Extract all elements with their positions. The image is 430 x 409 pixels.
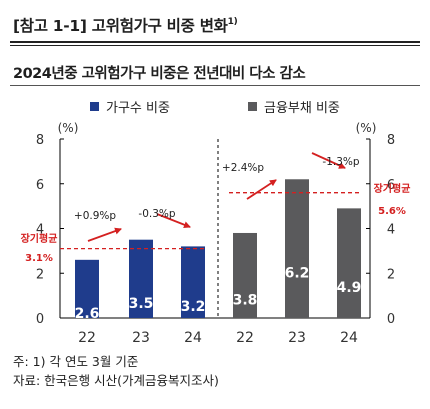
left-y-tick-label: 6: [36, 178, 44, 193]
chart-subtitle: 2024년중 고위험가구 비중은 전년대비 다소 감소: [13, 66, 306, 82]
x-tick-label: 24: [340, 330, 358, 346]
footnote: 주: 1) 각 연도 3월 기준: [13, 354, 139, 369]
x-tick-label: 22: [236, 330, 254, 346]
change-label: +2.4%p: [222, 162, 264, 174]
source-note: 자료: 한국은행 시산(가계금융복지조사): [13, 373, 219, 388]
legend-label-households: 가구수 비중: [106, 101, 170, 116]
long-term-average-value: 3.1%: [25, 253, 53, 264]
increase-arrow: [87, 227, 122, 242]
right-y-tick-label: 4: [387, 223, 395, 238]
bar-value-label: 3.5: [129, 296, 154, 312]
change-label: +0.9%p: [74, 210, 116, 222]
left-y-tick-label: 2: [36, 267, 44, 282]
legend-debt: 금융부채 비중: [248, 97, 340, 116]
left-y-tick-label: 0: [36, 312, 44, 327]
legend-swatch-gray: [248, 102, 257, 111]
title-rule-thin: [10, 45, 420, 46]
right-y-tick-label: 8: [387, 133, 395, 148]
left-axis-unit: (%): [58, 121, 79, 135]
right-y-tick-label: 2: [387, 267, 395, 282]
subtitle-rule: [10, 85, 420, 86]
long-term-average-value: 5.6%: [378, 206, 406, 217]
bar-value-label: 2.6: [75, 306, 100, 322]
right-y-tick-label: 0: [387, 312, 395, 327]
legend-swatch-blue: [90, 102, 99, 111]
bar-debt-24: [337, 208, 361, 318]
bar-households-23: [129, 239, 153, 318]
x-tick-label: 23: [288, 330, 306, 346]
bar-households-24: [181, 246, 205, 318]
bar-value-label: 6.2: [285, 266, 310, 282]
title-rule-thick: [10, 41, 420, 43]
decrease-arrow: [311, 152, 346, 169]
bar-debt-22: [233, 232, 257, 318]
right-y-tick-label: 6: [387, 178, 395, 193]
change-label: -0.3%p: [138, 208, 175, 220]
bar-value-label: 4.9: [337, 280, 362, 296]
legend-label-debt: 금융부채 비중: [264, 101, 340, 116]
bar-value-label: 3.2: [181, 299, 206, 315]
decrease-arrow: [156, 213, 191, 229]
change-label: -1.3%p: [322, 156, 359, 168]
increase-arrow: [246, 179, 277, 200]
legend-households: 가구수 비중: [90, 97, 170, 116]
title-footnote-mark: 1): [227, 17, 238, 27]
right-axis-unit: (%): [356, 121, 377, 135]
bar-households-22: [75, 259, 99, 318]
x-tick-label: 22: [78, 330, 96, 346]
bar-debt-23: [285, 179, 309, 318]
x-tick-label: 24: [184, 330, 202, 346]
long-term-average-label: 장기평균: [374, 182, 411, 195]
x-tick-label: 23: [132, 330, 150, 346]
left-y-tick-label: 4: [36, 223, 44, 238]
bar-value-label: 3.8: [233, 292, 258, 308]
left-y-tick-label: 8: [36, 133, 44, 148]
long-term-average-label: 장기평균: [21, 232, 58, 245]
report-title: [참고 1-1] 고위험가구 비중 변화1): [13, 17, 238, 35]
